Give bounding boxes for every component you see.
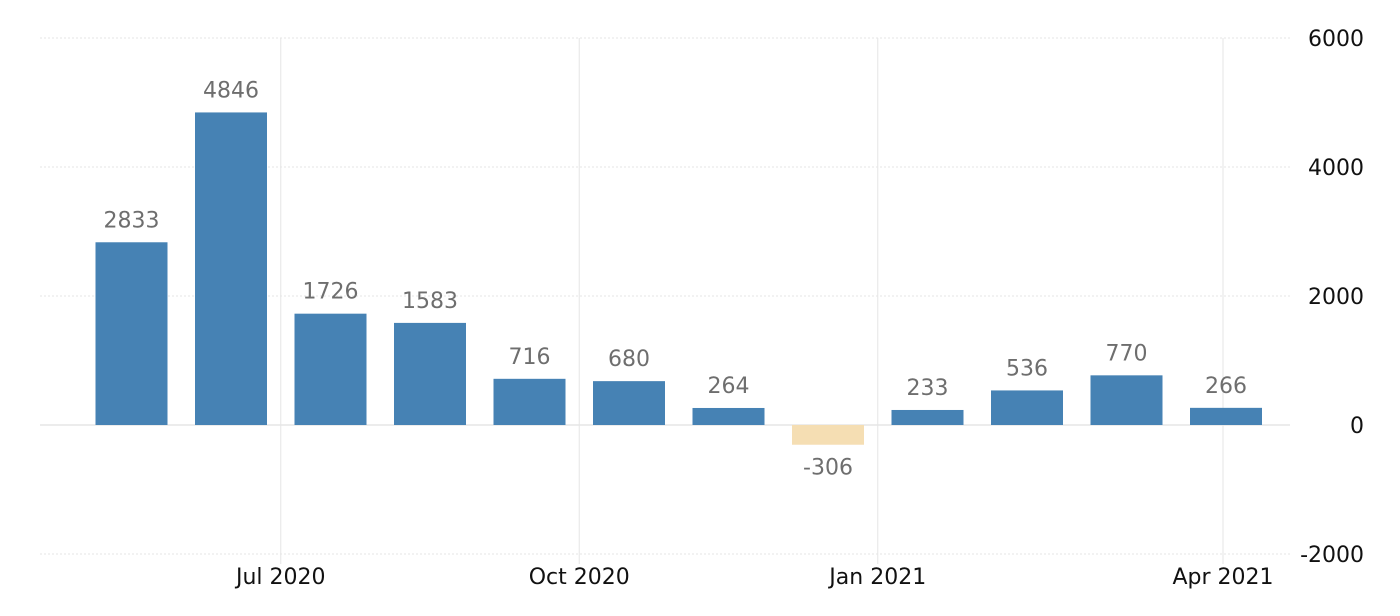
data-label: 680 [608, 347, 650, 372]
y-tick-label: -2000 [1300, 543, 1364, 568]
bar [294, 313, 367, 425]
data-label: 770 [1106, 341, 1148, 366]
bar [394, 322, 466, 425]
bar [692, 407, 765, 425]
bar [1190, 407, 1262, 425]
data-label: 536 [1006, 356, 1048, 381]
data-label: 1726 [303, 280, 359, 305]
y-tick-label: 2000 [1308, 285, 1364, 310]
x-tick-label: Apr 2021 [1172, 565, 1273, 590]
x-axis: Jul 2020 Oct 2020 Jan 2021 Apr 2021 [234, 565, 1274, 590]
data-label: 1583 [402, 289, 458, 314]
bar [891, 409, 964, 425]
bar [1090, 375, 1163, 425]
y-tick-label: 4000 [1308, 156, 1364, 181]
x-tick-label: Oct 2020 [529, 565, 630, 590]
data-label: 233 [907, 376, 949, 401]
data-label: 716 [509, 345, 551, 370]
y-tick-label: 0 [1350, 414, 1364, 439]
bar [792, 425, 864, 445]
data-label: 264 [708, 374, 750, 399]
data-label: -306 [803, 456, 853, 481]
bar [195, 112, 267, 426]
data-label: 4846 [203, 78, 259, 103]
bar [593, 381, 665, 425]
bar [991, 390, 1063, 425]
bar [493, 378, 566, 425]
x-tick-label: Jan 2021 [827, 565, 926, 590]
data-label: 266 [1205, 374, 1247, 399]
x-tick-label: Jul 2020 [234, 565, 326, 590]
data-labels: 2833 4846 1726 1583 716 680 264 -306 233 536 770 26… [104, 78, 1248, 480]
data-label: 2833 [104, 208, 160, 233]
y-tick-label: 6000 [1308, 27, 1364, 52]
bar [95, 242, 168, 425]
y-axis: -2000 0 2000 4000 6000 [1300, 27, 1364, 568]
bars [95, 112, 1262, 445]
